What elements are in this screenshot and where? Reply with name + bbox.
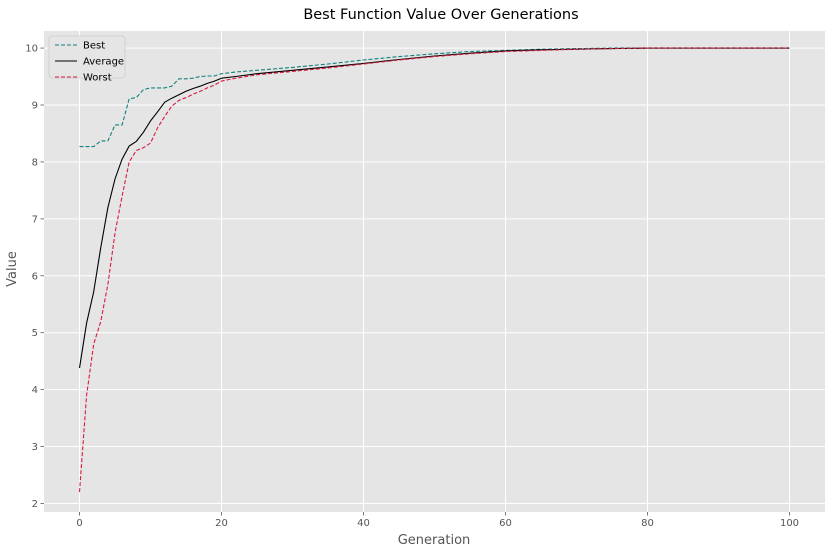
plot-area [44,31,825,512]
x-tick-label: 40 [357,518,370,529]
series-line-average [78,47,790,369]
legend: Best Average Worst [48,35,126,84]
x-tick-label: 20 [215,518,228,529]
y-axis-label: Value [5,251,20,287]
legend-label-best: Best [83,41,105,52]
legend-box [48,35,126,79]
y-tick-label: 10 [25,44,38,55]
x-axis-label: Generation [398,533,471,548]
series-lines [78,47,790,493]
y-tick-label: 3 [32,442,38,453]
legend-label-worst: Worst [83,73,112,84]
series-line-best [79,47,790,148]
y-tick-label: 7 [32,214,38,225]
x-tick-label: 0 [76,518,82,529]
x-tick-label: 80 [641,518,654,529]
x-tick-label: 60 [499,518,512,529]
grid [44,31,825,512]
y-tick-label: 5 [32,328,38,339]
y-tick-label: 2 [32,499,38,510]
x-tick-label: 100 [780,518,799,529]
chart-title: Best Function Value Over Generations [303,7,578,23]
axis-ticks: 0 20 40 60 80 100 2 3 4 5 6 7 8 9 10 [25,44,799,529]
y-tick-label: 9 [32,101,38,112]
y-tick-label: 6 [32,271,38,282]
y-tick-label: 4 [32,385,38,396]
y-tick-label: 8 [32,157,38,168]
legend-label-average: Average [83,57,124,68]
